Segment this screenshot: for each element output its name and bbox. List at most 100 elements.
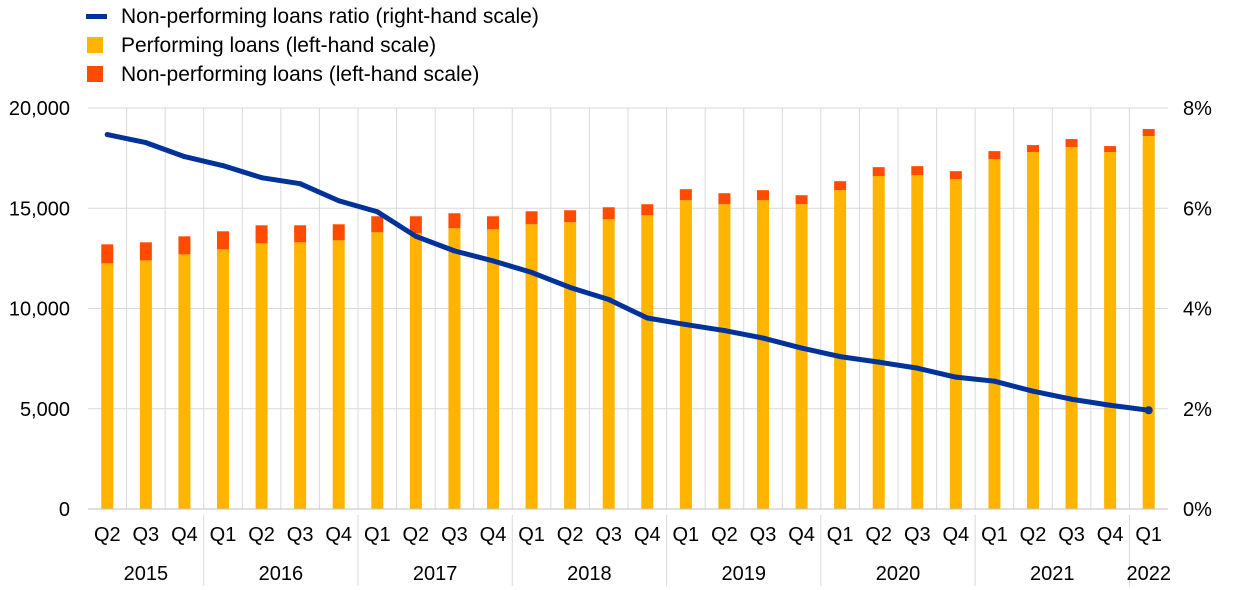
bar-performing: [679, 200, 692, 510]
bar-non-performing: [332, 224, 345, 241]
x-tick-label-quarter: Q3: [1058, 524, 1085, 546]
x-tick-label-quarter: Q2: [403, 524, 430, 546]
x-tick-label-quarter: Q4: [325, 524, 352, 546]
bar-non-performing: [448, 213, 461, 229]
y-left-tick-label: 10,000: [9, 299, 70, 321]
x-tick-label-quarter: Q2: [1020, 524, 1047, 546]
bar-performing: [795, 204, 808, 510]
bar-non-performing: [795, 195, 808, 205]
bar-non-performing: [988, 151, 1001, 160]
x-tick-label-year: 2022: [1126, 563, 1171, 585]
legend-label: Performing loans (left-hand scale): [121, 34, 437, 57]
bar-performing: [872, 176, 885, 510]
x-tick-label-quarter: Q1: [210, 524, 237, 546]
bar-performing: [1142, 136, 1155, 509]
bar-non-performing: [757, 190, 769, 201]
x-tick-label-year: 2021: [1030, 563, 1075, 585]
y-right-tick-label: 2%: [1183, 399, 1212, 421]
legend-item-performing: Performing loans (left-hand scale): [86, 31, 539, 60]
bar-performing: [487, 229, 499, 510]
bar-non-performing: [178, 236, 191, 255]
npl-ratio-point: [953, 374, 959, 380]
npl-ratio-point: [1107, 402, 1113, 408]
x-tick-label-quarter: Q2: [94, 524, 121, 546]
x-tick-label-quarter: Q3: [904, 524, 931, 546]
bar-non-performing: [101, 244, 114, 264]
bar-non-performing: [371, 216, 384, 233]
npl-ratio-point: [374, 209, 380, 215]
bar-performing: [178, 254, 191, 509]
npl-ratio-point: [760, 335, 766, 341]
legend-item-npl-ratio: Non-performing loans ratio (right-hand s…: [86, 2, 539, 31]
npl-ratio-point: [529, 269, 535, 275]
bar-non-performing: [1104, 146, 1117, 153]
bar-performing: [1027, 152, 1039, 510]
y-right-tick-label: 0%: [1183, 499, 1212, 521]
bar-non-performing: [487, 216, 499, 230]
npl-ratio-point: [837, 354, 843, 360]
x-tick-label-year: 2019: [721, 563, 766, 585]
bar-non-performing: [911, 166, 924, 176]
x-tick-label-quarter: Q4: [171, 524, 198, 546]
npl-ratio-point: [683, 322, 689, 328]
x-tick-label-quarter: Q3: [750, 524, 777, 546]
bar-non-performing: [525, 211, 538, 225]
legend-swatch-box: [87, 66, 103, 82]
x-tick-label-quarter: Q2: [711, 524, 738, 546]
bar-performing: [602, 219, 615, 509]
npl-ratio-point: [991, 378, 997, 384]
bar-performing: [217, 249, 229, 510]
x-tick-label-quarter: Q3: [287, 524, 314, 546]
npl-ratio-point: [413, 233, 419, 239]
x-tick-label-quarter: Q2: [557, 524, 584, 546]
bar-performing: [757, 200, 769, 510]
bar-non-performing: [564, 210, 577, 223]
npl-ratio-point: [104, 132, 110, 138]
bar-performing: [834, 190, 847, 509]
legend-swatch-box: [87, 37, 103, 53]
bar-performing: [448, 228, 461, 510]
x-tick-label-quarter: Q4: [480, 524, 507, 546]
npl-ratio-endpoint: [1144, 406, 1153, 415]
bar-performing: [1104, 152, 1117, 510]
x-tick-label-quarter: Q4: [943, 524, 970, 546]
npl-ratio-point: [259, 175, 265, 181]
bar-performing: [525, 224, 538, 510]
bar-non-performing: [255, 225, 268, 244]
npl-ratio-line: [104, 132, 1152, 413]
x-tick-label-year: 2018: [567, 563, 612, 585]
npl-ratio-point: [914, 365, 920, 371]
npl-ratio-point: [606, 296, 612, 302]
npl-ratio-point: [451, 248, 457, 254]
bar-non-performing: [294, 225, 307, 243]
bar-performing: [564, 222, 577, 509]
npl-ratio-point: [644, 315, 650, 321]
x-tick-label-year: 2020: [876, 563, 921, 585]
npl-ratio-point: [1069, 396, 1075, 402]
bar-non-performing: [834, 181, 847, 191]
npl-ratio-point: [297, 181, 303, 187]
y-left-tick-label: 5,000: [20, 399, 70, 421]
bar-performing: [139, 260, 152, 509]
bar-performing: [371, 232, 384, 509]
x-tick-label-quarter: Q1: [981, 524, 1008, 546]
ratio-line: [104, 132, 1153, 415]
bars: [101, 129, 1155, 510]
x-tick-label-quarter: Q3: [441, 524, 468, 546]
bar-performing: [255, 243, 268, 509]
x-tick-label-quarter: Q3: [595, 524, 622, 546]
npl-ratio-point: [220, 163, 226, 169]
bar-non-performing: [1027, 145, 1039, 153]
bar-non-performing: [1142, 129, 1155, 137]
legend-item-non-performing: Non-performing loans (left-hand scale): [86, 60, 539, 89]
x-tick-label-quarter: Q1: [827, 524, 854, 546]
x-tick-label-quarter: Q4: [634, 524, 661, 546]
y-right-tick-label: 4%: [1183, 299, 1212, 321]
legend-swatch-line: [86, 14, 107, 19]
x-tick-label-quarter: Q1: [364, 524, 391, 546]
bar-performing: [101, 263, 114, 509]
bar-non-performing: [602, 207, 615, 220]
bar-performing: [1065, 147, 1078, 509]
x-tick-label-quarter: Q3: [133, 524, 160, 546]
